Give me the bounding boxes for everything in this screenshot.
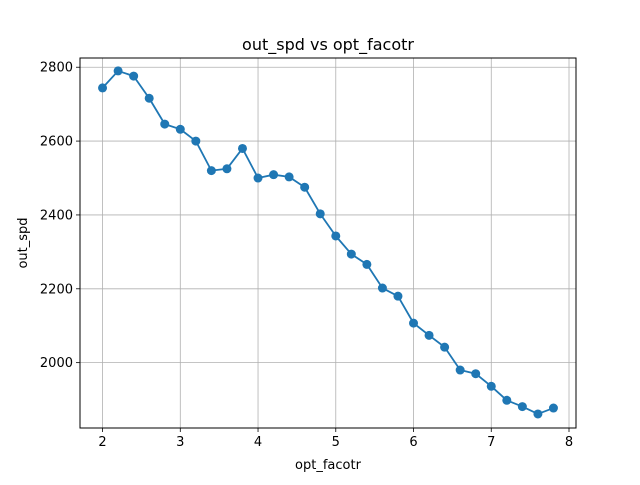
data-point <box>331 231 341 241</box>
x-tick-label: 4 <box>254 435 262 450</box>
data-point <box>455 365 465 375</box>
data-point <box>98 83 108 93</box>
data-point <box>533 409 543 419</box>
data-point <box>377 283 387 293</box>
y-tick-label: 2400 <box>40 208 73 223</box>
y-tick-label: 2800 <box>40 61 73 76</box>
data-point <box>517 402 527 412</box>
data-point <box>144 93 154 103</box>
data-point <box>284 172 294 182</box>
plot-frame <box>79 57 577 429</box>
x-tick-label: 2 <box>98 435 106 450</box>
data-point <box>548 403 558 413</box>
data-point <box>502 395 512 405</box>
y-tick-label: 2600 <box>40 135 73 150</box>
x-tick-label: 8 <box>565 435 573 450</box>
y-tick-label: 2200 <box>40 282 73 297</box>
ticks: 2 3 4 5 6 7 8 2000 2200 2400 2600 2800 <box>40 61 573 450</box>
data-point <box>222 164 232 174</box>
data-point <box>409 318 419 328</box>
data-point <box>471 369 481 379</box>
grid <box>80 58 576 428</box>
data-point <box>486 381 496 391</box>
data-point <box>253 173 263 183</box>
data-point <box>191 136 201 146</box>
x-axis-label: opt_facotr <box>295 458 362 473</box>
y-tick-label: 2000 <box>40 356 73 371</box>
data-point <box>175 124 185 134</box>
data-point <box>300 182 310 192</box>
x-tick-label: 7 <box>487 435 495 450</box>
data-point <box>269 170 279 180</box>
data-point <box>393 291 403 301</box>
data-point <box>315 209 325 219</box>
x-tick-label: 5 <box>332 435 340 450</box>
data-point <box>206 166 216 176</box>
data-point <box>362 259 372 269</box>
y-axis-label: out_spd <box>16 217 31 268</box>
series-layer <box>98 66 558 419</box>
x-tick-label: 3 <box>176 435 184 450</box>
x-tick-label: 6 <box>409 435 417 450</box>
data-point <box>129 71 139 81</box>
data-point <box>346 249 356 259</box>
data-point <box>440 342 450 352</box>
chart-title: out_spd vs opt_facotr <box>242 35 414 55</box>
data-point <box>113 66 123 76</box>
data-point <box>237 143 247 153</box>
data-point <box>160 119 170 129</box>
data-point <box>424 330 434 340</box>
